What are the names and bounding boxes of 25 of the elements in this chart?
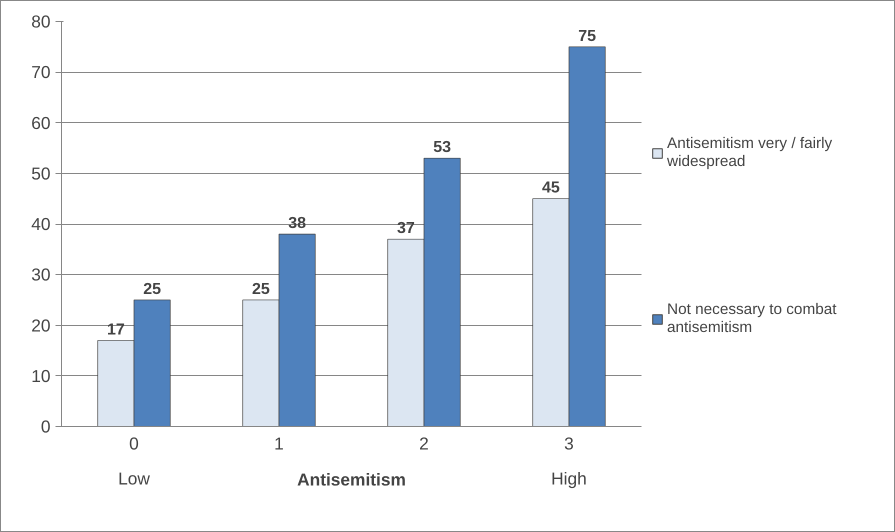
y-tick-label: 40 [31, 214, 51, 234]
y-tick-label: 50 [31, 163, 51, 184]
data-label: 37 [396, 220, 415, 238]
data-label: 53 [433, 139, 452, 156]
y-tick-label: 30 [31, 264, 51, 285]
x-axis-title: Antisemitism [297, 470, 406, 490]
data-label: 45 [542, 180, 560, 197]
data-label: 25 [252, 280, 270, 298]
x-tick-label: 1 [274, 434, 284, 454]
text: High [551, 468, 587, 488]
text: Low [118, 468, 150, 488]
legend-label: Antisemitism very / fairly widespread [667, 134, 832, 170]
y-tick-label: 80 [31, 12, 51, 32]
x-tick-label: 3 [564, 434, 574, 454]
legend-label: Not necessary to combat antisemitism [667, 300, 837, 336]
y-tick-label: 20 [31, 315, 51, 336]
y-tick-label: 0 [40, 416, 51, 436]
x-tick-label: 0 [129, 434, 139, 454]
y-tick-label: 70 [31, 62, 51, 82]
data-label: 25 [143, 280, 162, 298]
data-label: 75 [578, 28, 596, 45]
y-tick-label: 60 [31, 112, 51, 133]
y-tick-label: 10 [31, 366, 51, 386]
x-tick-label: 2 [419, 434, 429, 454]
data-label: 17 [106, 321, 125, 338]
